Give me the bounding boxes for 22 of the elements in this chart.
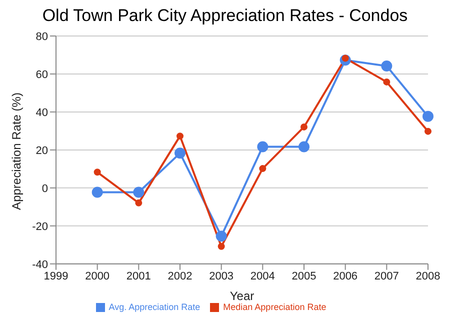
x-tick-label: 2005 — [292, 270, 316, 283]
legend-label: Avg. Appreciation Rate — [108, 302, 200, 312]
x-axis-title: Year — [230, 288, 254, 303]
y-tick-label: -20 — [32, 220, 48, 233]
legend-label: Median Appreciation Rate — [223, 302, 326, 312]
x-tick-label: 2007 — [374, 270, 399, 283]
y-tick-label: 40 — [36, 106, 48, 119]
y-tick-label: 20 — [36, 144, 48, 157]
y-axis-title: Appreciation Rate (%) — [9, 92, 24, 210]
y-tick-label: 0 — [42, 182, 48, 195]
y-tick-label: 80 — [36, 30, 48, 43]
x-tick-label: 2000 — [85, 270, 110, 283]
x-tick-label: 2003 — [209, 270, 234, 283]
y-tick-label: 60 — [36, 68, 48, 81]
x-tick-label: 2008 — [416, 270, 440, 283]
chart-title: Old Town Park City Appreciation Rates - Condos — [41, 5, 409, 27]
x-tick-label: 2006 — [333, 270, 358, 283]
x-tick-label: 2001 — [126, 270, 151, 283]
x-tick-label: 2004 — [250, 270, 275, 283]
x-tick-label: 2002 — [168, 270, 192, 283]
x-tick-label: 1999 — [44, 270, 68, 283]
y-tick-label: -40 — [32, 258, 48, 271]
